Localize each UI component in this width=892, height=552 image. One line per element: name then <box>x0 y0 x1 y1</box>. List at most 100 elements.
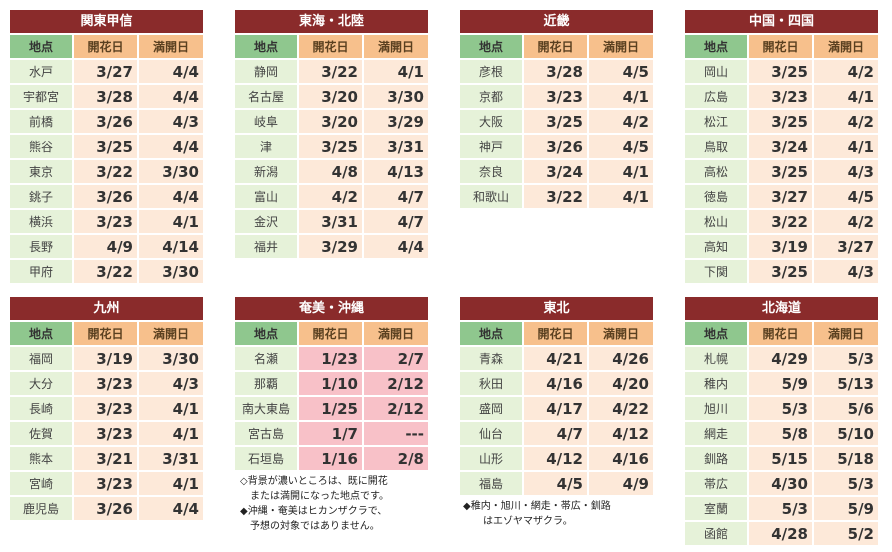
table-row: 名古屋 3/20 3/30 <box>235 85 428 108</box>
full-bloom-date-cell: 2/12 <box>364 397 428 420</box>
region-title: 北海道 <box>685 297 878 320</box>
full-bloom-date-cell: 4/1 <box>589 85 653 108</box>
okinawa-note: ◇背景が濃いところは、既に開花 または満開になった地点です。 ◆沖縄・奄美はヒカ… <box>240 476 389 532</box>
bloom-date-cell: 3/29 <box>299 235 362 258</box>
place-cell: 東京 <box>10 160 72 183</box>
bloom-date-cell: 3/25 <box>749 160 812 183</box>
table-row: 松江 3/25 4/2 <box>685 110 878 133</box>
bloom-date-cell: 3/23 <box>74 422 137 445</box>
table-row: 南大東島 1/25 2/12 <box>235 397 428 420</box>
table-header: 地点 開花日 満開日 <box>235 35 428 58</box>
place-cell: 札幌 <box>685 347 747 370</box>
table-row: 福岡 3/19 3/30 <box>10 347 203 370</box>
table-row: 青森 4/21 4/26 <box>460 347 653 370</box>
bloom-column-header: 開花日 <box>74 35 137 58</box>
table-row: 前橋 3/26 4/3 <box>10 110 203 133</box>
place-cell: 稚内 <box>685 372 747 395</box>
bloom-date-cell: 3/25 <box>749 110 812 133</box>
table-header: 地点 開花日 満開日 <box>685 322 878 345</box>
full-bloom-date-cell: 4/14 <box>139 235 203 258</box>
place-cell: 佐賀 <box>10 422 72 445</box>
table-row: 高松 3/25 4/3 <box>685 160 878 183</box>
table-row: 那覇 1/10 2/12 <box>235 372 428 395</box>
table-row: 岡山 3/25 4/2 <box>685 60 878 83</box>
full-bloom-date-cell: 4/4 <box>139 60 203 83</box>
place-cell: 旭川 <box>685 397 747 420</box>
full-bloom-date-cell: 4/2 <box>589 110 653 133</box>
bloom-date-cell: 4/12 <box>524 447 587 470</box>
full-bloom-date-cell: 5/13 <box>814 372 878 395</box>
place-cell: 新潟 <box>235 160 297 183</box>
table-row: 岐阜 3/20 3/29 <box>235 110 428 133</box>
place-cell: 和歌山 <box>460 185 522 208</box>
table-row: 鳥取 3/24 4/1 <box>685 135 878 158</box>
bloom-date-cell: 3/25 <box>299 135 362 158</box>
full-bloom-date-cell: 4/3 <box>814 160 878 183</box>
bloom-date-cell: 4/16 <box>524 372 587 395</box>
place-cell: 京都 <box>460 85 522 108</box>
table-row: 旭川 5/3 5/6 <box>685 397 878 420</box>
bloom-date-cell: 5/8 <box>749 422 812 445</box>
place-cell: 宮古島 <box>235 422 297 445</box>
full-bloom-date-cell: 5/3 <box>814 347 878 370</box>
full-bloom-date-cell: 4/4 <box>139 185 203 208</box>
full-bloom-date-cell: 4/13 <box>364 160 428 183</box>
place-cell: 山形 <box>460 447 522 470</box>
table-row: 熊谷 3/25 4/4 <box>10 135 203 158</box>
full-bloom-date-cell: 5/6 <box>814 397 878 420</box>
region-title: 九州 <box>10 297 203 320</box>
place-cell: 南大東島 <box>235 397 297 420</box>
full-bloom-date-cell: 4/7 <box>364 210 428 233</box>
place-cell: 福井 <box>235 235 297 258</box>
place-column-header: 地点 <box>460 35 522 58</box>
full-bloom-date-cell: 4/4 <box>139 85 203 108</box>
place-cell: 名古屋 <box>235 85 297 108</box>
full-bloom-column-header: 満開日 <box>589 322 653 345</box>
bloom-date-cell: 3/22 <box>524 185 587 208</box>
table-row: 熊本 3/21 3/31 <box>10 447 203 470</box>
region-panel-kinki: 近畿 地点 開花日 満開日 彦根 3/28 4/5 京都 3/23 4/1 大阪 3/25 4/2 神戸 3… <box>460 10 653 210</box>
full-bloom-date-cell: 4/3 <box>814 260 878 283</box>
full-bloom-date-cell: 4/1 <box>814 85 878 108</box>
bloom-date-cell: 5/3 <box>749 397 812 420</box>
place-cell: 宮崎 <box>10 472 72 495</box>
table-row: 石垣島 1/16 2/8 <box>235 447 428 470</box>
table-row: 宮古島 1/7 --- <box>235 422 428 445</box>
place-cell: 帯広 <box>685 472 747 495</box>
bloom-date-cell: 3/22 <box>74 260 137 283</box>
table-row: 長野 4/9 4/14 <box>10 235 203 258</box>
place-cell: 富山 <box>235 185 297 208</box>
full-bloom-date-cell: 4/1 <box>589 160 653 183</box>
full-bloom-date-cell: 5/10 <box>814 422 878 445</box>
place-cell: 神戸 <box>460 135 522 158</box>
place-cell: 下関 <box>685 260 747 283</box>
bloom-date-cell: 3/26 <box>74 497 137 520</box>
table-row: 福井 3/29 4/4 <box>235 235 428 258</box>
full-bloom-date-cell: 4/1 <box>139 472 203 495</box>
place-cell: 熊谷 <box>10 135 72 158</box>
full-bloom-date-cell: 3/31 <box>364 135 428 158</box>
table-row: 神戸 3/26 4/5 <box>460 135 653 158</box>
tohoku-note: ◆稚内・旭川・網走・帯広・釧路 はエゾヤマザクラ。 <box>463 501 611 527</box>
bloom-date-cell: 4/29 <box>749 347 812 370</box>
table-row: 稚内 5/9 5/13 <box>685 372 878 395</box>
full-bloom-date-cell: 4/1 <box>139 422 203 445</box>
full-bloom-date-cell: 4/22 <box>589 397 653 420</box>
bloom-date-cell: 3/25 <box>74 135 137 158</box>
place-column-header: 地点 <box>235 35 297 58</box>
bloom-date-cell: 3/22 <box>74 160 137 183</box>
place-cell: 網走 <box>685 422 747 445</box>
full-bloom-date-cell: 4/1 <box>364 60 428 83</box>
full-bloom-column-header: 満開日 <box>364 322 428 345</box>
full-bloom-date-cell: 4/1 <box>139 210 203 233</box>
place-cell: 那覇 <box>235 372 297 395</box>
full-bloom-column-header: 満開日 <box>814 322 878 345</box>
bloom-date-cell: 3/25 <box>749 260 812 283</box>
place-column-header: 地点 <box>460 322 522 345</box>
full-bloom-date-cell: 3/27 <box>814 235 878 258</box>
full-bloom-date-cell: 5/9 <box>814 497 878 520</box>
bloom-date-cell: 3/24 <box>524 160 587 183</box>
full-bloom-date-cell: 4/2 <box>814 110 878 133</box>
table-row: 盛岡 4/17 4/22 <box>460 397 653 420</box>
table-row: 徳島 3/27 4/5 <box>685 185 878 208</box>
